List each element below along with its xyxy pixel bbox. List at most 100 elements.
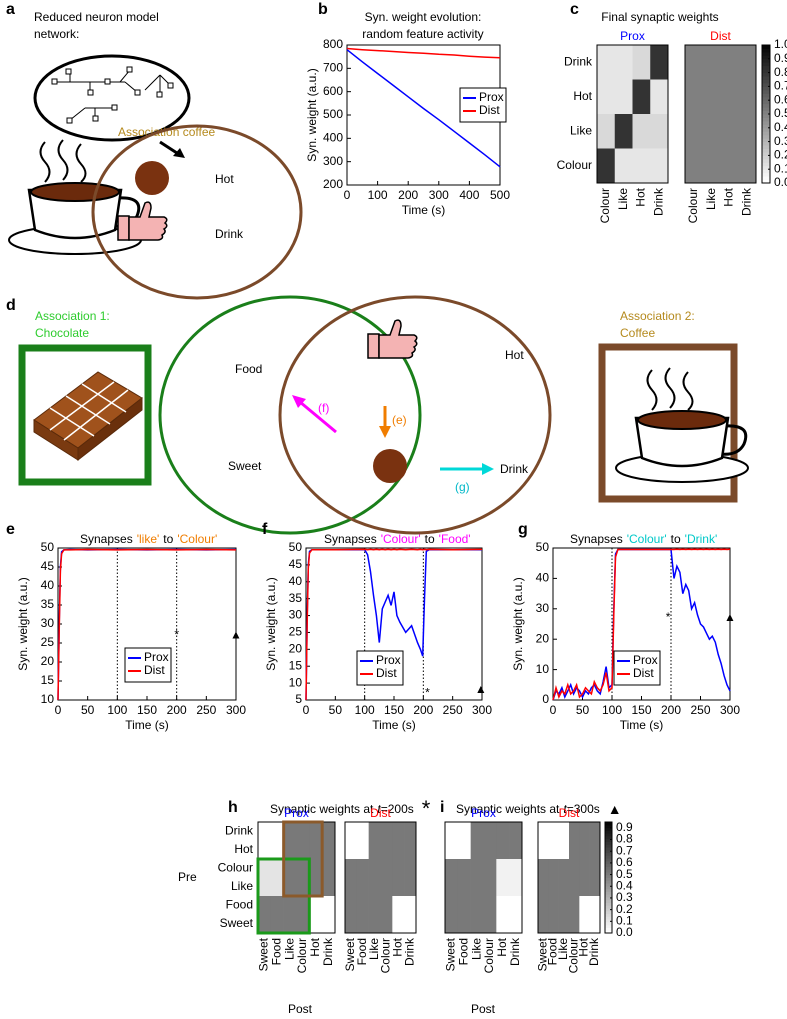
colorbar-step	[605, 885, 612, 890]
y-tick-label: 10	[289, 675, 303, 689]
colorbar-step	[605, 905, 612, 909]
chart-title: Syn. weight evolution:	[365, 10, 482, 24]
column-label: Drink	[739, 187, 753, 216]
colorbar-step	[762, 165, 770, 170]
column-label: Like	[556, 938, 570, 960]
colorbar-step	[605, 883, 612, 887]
x-tick-label: 250	[196, 703, 216, 717]
title-part: Synaptic weights at	[456, 802, 560, 816]
arrow	[299, 400, 337, 434]
heat-cell	[457, 840, 471, 860]
heat-cell	[496, 859, 510, 878]
y-tick-label: 800	[323, 37, 343, 51]
heat-cell	[589, 877, 601, 897]
title-part: 'Colour'	[381, 532, 421, 546]
heat-cell	[558, 914, 570, 934]
heat-cell	[558, 822, 570, 841]
heat-cell	[356, 840, 369, 860]
colorbar-tick-label: 1.0	[774, 37, 787, 51]
colorbar-step	[605, 891, 612, 895]
association-box	[18, 344, 152, 486]
y-axis-label: Syn. weight (a.u.)	[305, 68, 319, 161]
heat-cell	[589, 822, 601, 841]
colorbar-step	[605, 852, 612, 856]
column-label: Colour	[566, 938, 580, 973]
legend-label: Prox	[479, 90, 504, 104]
colorbar-step	[605, 824, 612, 829]
y-tick-label: 20	[41, 654, 55, 668]
coffee-cup	[614, 366, 750, 484]
heat-cell	[258, 822, 272, 841]
colorbar-step	[762, 62, 770, 67]
item-label: Hot	[215, 172, 234, 186]
heat-cell	[548, 840, 559, 860]
heat-cell	[457, 859, 471, 878]
heat-cell	[296, 914, 310, 934]
heat-cell	[509, 859, 523, 878]
row-label: Hot	[573, 89, 592, 103]
colorbar-tick-label: 0.2	[774, 148, 787, 162]
heat-cell	[296, 859, 310, 878]
association-ellipse	[278, 295, 552, 535]
colorbar-step	[605, 846, 612, 851]
heat-cell	[283, 822, 297, 841]
heat-cell	[632, 114, 651, 149]
x-tick-label: 200	[398, 188, 418, 202]
panel-label: c	[570, 1, 579, 18]
heat-cell	[345, 822, 358, 841]
colorbar-step	[605, 874, 612, 878]
colorbar-step	[762, 45, 770, 49]
association-box	[282, 820, 324, 898]
hot-icon	[135, 161, 169, 195]
heat-cell	[614, 148, 633, 184]
heat-cell	[558, 896, 570, 915]
heat-cell	[356, 914, 369, 934]
title-part: =300s	[567, 802, 600, 816]
heat-cell	[548, 877, 559, 897]
heat-cell	[650, 45, 669, 80]
heat-cell	[483, 896, 497, 915]
heat-cell	[309, 840, 323, 860]
heat-cell	[579, 877, 590, 897]
heat-cell	[380, 840, 393, 860]
colorbar-step	[605, 833, 612, 837]
heat-cell	[270, 914, 284, 934]
colorbar-tick-label: 0.9	[616, 820, 633, 834]
caption: Reduced neuron model	[34, 10, 159, 24]
heat-cell	[445, 896, 459, 915]
column-label: Sweet	[257, 937, 271, 971]
heat-cell	[380, 877, 393, 897]
y-axis-label: Syn. weight (a.u.)	[511, 577, 525, 670]
colorbar-step	[762, 148, 770, 153]
colorbar-tick-label: 0.0	[616, 925, 633, 939]
matrix-title: Dist	[370, 806, 391, 820]
colorbar-tick-label: 0.3	[616, 890, 633, 904]
colorbar-step	[605, 908, 612, 912]
x-tick-label: 100	[368, 188, 388, 202]
title-part: 'Colour'	[627, 532, 667, 546]
heat-cell	[322, 914, 336, 934]
heat-cell	[614, 114, 633, 149]
chart-title: Final synaptic weights	[601, 10, 718, 24]
title-part: t	[563, 802, 567, 816]
heat-cell	[569, 859, 580, 878]
column-label: Sweet	[535, 937, 549, 971]
colorbar-step	[762, 145, 770, 149]
arrow-head	[379, 426, 391, 438]
title-part: t	[377, 802, 381, 816]
colorbar-step	[605, 869, 612, 873]
feature-label: Hot	[505, 348, 524, 362]
x-axis-label: Time (s)	[372, 718, 416, 732]
heat-cell	[650, 114, 669, 149]
title-symbol: ▲	[608, 801, 622, 817]
colorbar-step	[762, 48, 770, 53]
heat-cell	[445, 840, 459, 860]
column-label: Food	[546, 938, 560, 965]
heat-cell	[258, 877, 272, 897]
heat-cell	[309, 896, 323, 915]
colorbar-frame	[604, 821, 613, 934]
column-label: Sweet	[444, 937, 458, 971]
heat-cell	[579, 840, 590, 860]
heat-cell	[368, 877, 381, 897]
heat-cell	[356, 896, 369, 915]
